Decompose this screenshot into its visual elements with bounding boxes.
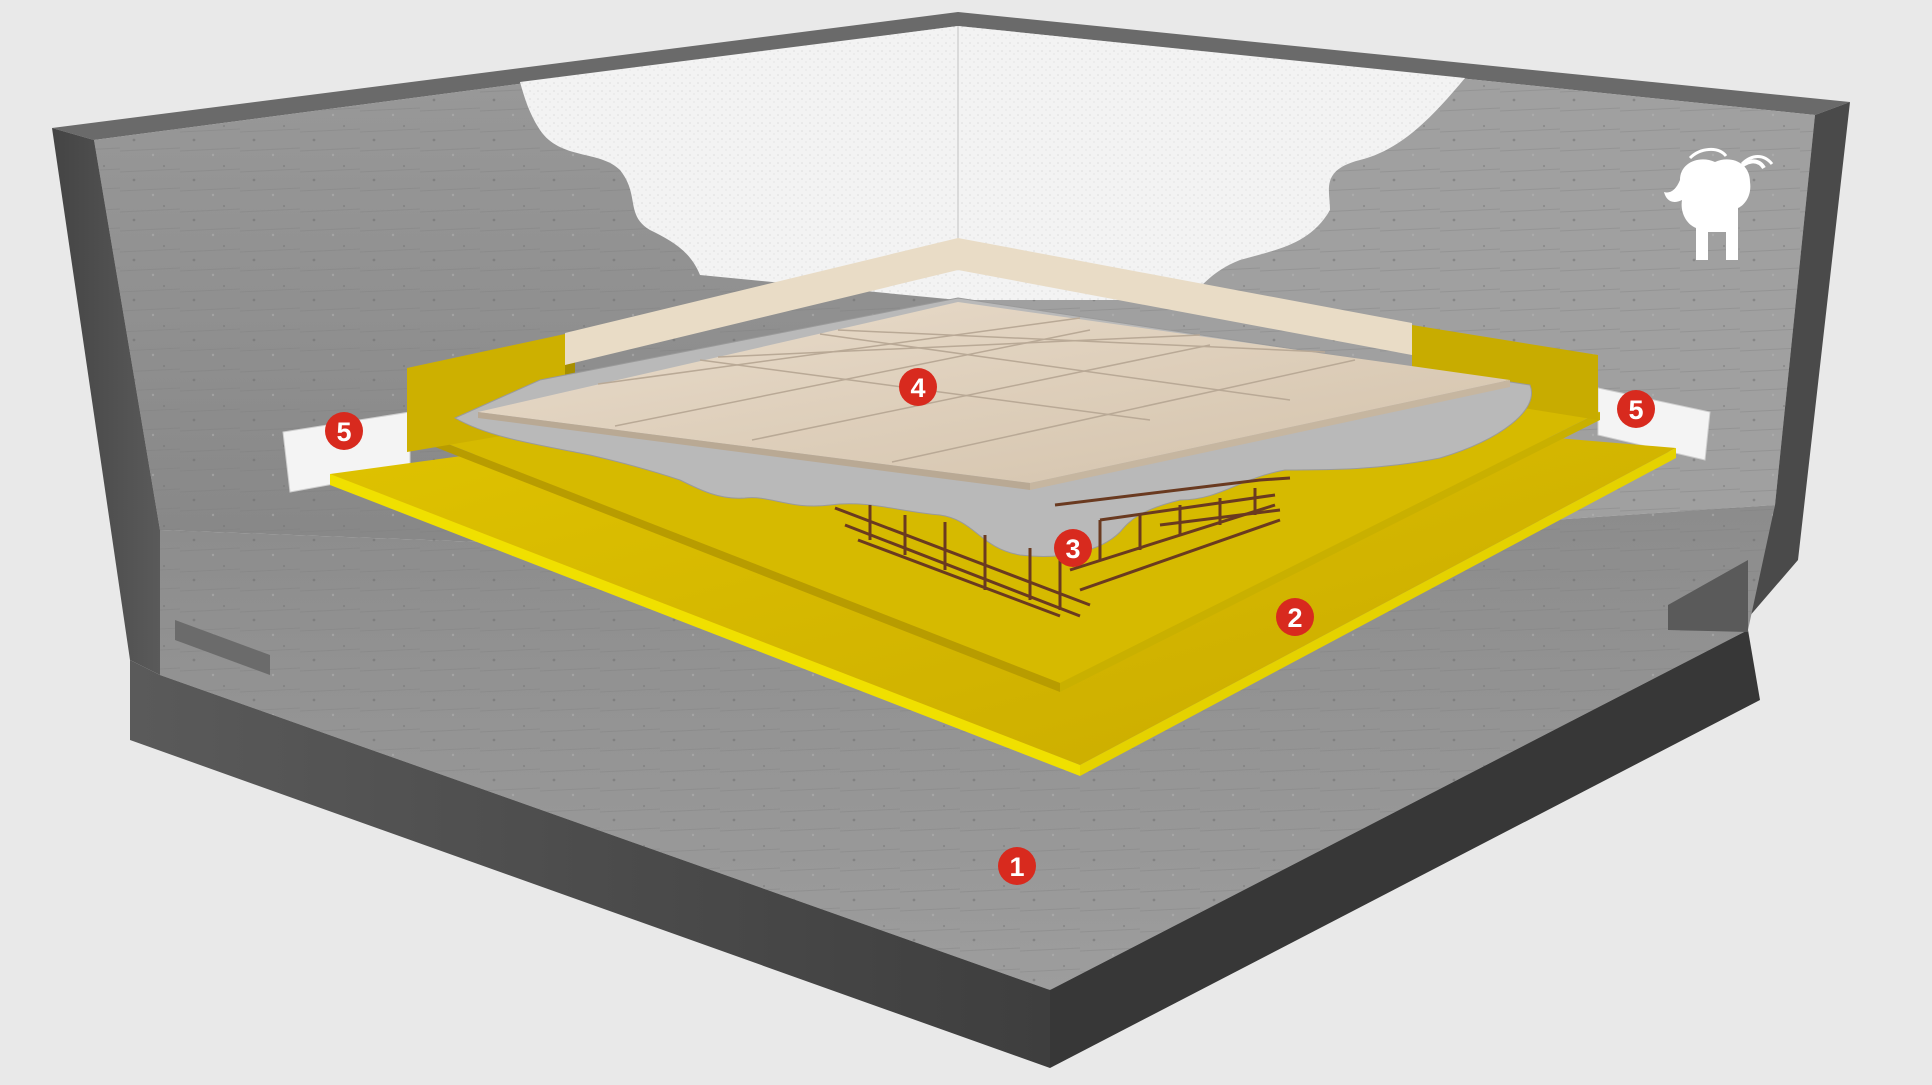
membrane-lower-edge [330,474,1080,776]
marker-2-label: 2 [1287,603,1302,633]
membrane-lower-edge-right [1080,448,1676,776]
membrane-upper-edge-right [1060,412,1600,692]
marker-2: 2 [1276,598,1314,636]
tile-finish-edge-right [1030,380,1510,490]
slab-front-right [1050,630,1760,1068]
slab-front-left [130,660,1050,1068]
left-wall-side [52,128,160,675]
marker-1: 1 [998,847,1036,885]
tile-skirting [565,238,1412,365]
marker-5-left-label: 5 [336,417,351,447]
marker-5-right: 5 [1617,390,1655,428]
support-beam-left [175,620,270,675]
marker-1-label: 1 [1009,852,1024,882]
reinforcement-mesh [834,476,1291,618]
plaster-cutaway [520,26,1465,300]
marker-4-label: 4 [910,373,925,403]
marker-5-right-label: 5 [1628,395,1643,425]
elephant-icon [1664,148,1774,260]
right-wall-side [1742,102,1850,625]
tile-finish-edge [478,412,1030,490]
marker-5-left: 5 [325,412,363,450]
left-wall-top-edge [52,12,958,140]
tile-grid [597,317,1356,463]
marker-3-label: 3 [1065,534,1080,564]
floor-slab-texture [160,505,1775,990]
right-wall-top-edge [958,12,1850,115]
marker-3: 3 [1054,529,1092,567]
membrane-upper-edge [412,430,1060,692]
support-beam-right [1668,560,1748,632]
tile-finish [478,302,1510,483]
marker-4: 4 [899,368,937,406]
